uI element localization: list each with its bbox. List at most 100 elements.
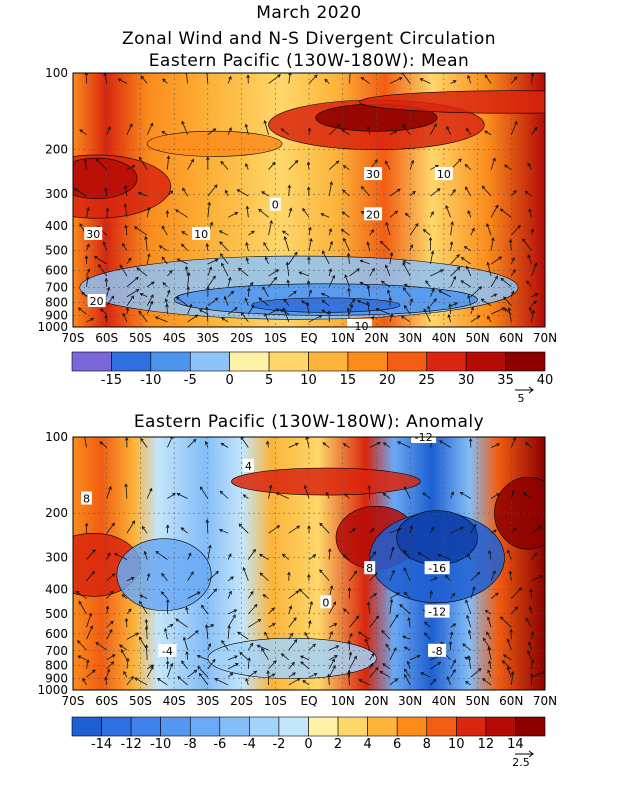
contour-label: -8 — [432, 645, 443, 658]
wind-arrow — [161, 226, 168, 236]
wind-arrow — [219, 491, 229, 499]
wind-arrow-head — [218, 230, 223, 234]
wind-arrow — [409, 160, 414, 170]
wind-arrow-head — [342, 165, 347, 169]
wind-arrow-head — [213, 184, 218, 189]
wind-arrow — [349, 299, 355, 307]
wind-arrow — [288, 678, 301, 686]
wind-arrow-head — [144, 235, 148, 240]
wind-arrow-head — [465, 186, 469, 191]
wind-arrow-head — [425, 280, 429, 284]
wind-arrow — [484, 74, 492, 84]
wind-arrow — [510, 121, 518, 135]
wind-arrow-head — [308, 226, 312, 231]
wind-arrow-head — [486, 223, 490, 227]
wind-arrow — [125, 225, 128, 236]
wind-arrow-head — [83, 433, 86, 436]
wind-arrow — [367, 242, 371, 251]
wind-arrow — [207, 202, 210, 218]
wind-arrow-head — [397, 441, 401, 445]
colorbar-label: -2 — [272, 737, 285, 752]
wind-arrow-head — [533, 552, 537, 557]
wind-arrow — [404, 668, 411, 678]
wind-arrow-head — [165, 524, 170, 529]
wind-arrow — [227, 291, 234, 298]
wind-arrow-head — [141, 525, 146, 530]
wind-arrow — [126, 658, 129, 669]
wind-arrow-head — [206, 285, 210, 290]
wind-arrow-head — [175, 296, 180, 301]
wind-arrow-head — [467, 294, 471, 299]
wind-arrow-head — [391, 546, 395, 551]
wind-arrow-head — [394, 678, 399, 682]
wind-arrow — [423, 229, 431, 236]
wind-arrow — [207, 266, 212, 277]
wind-arrow-head — [403, 304, 408, 309]
colorbar-swatch — [278, 716, 309, 737]
wind-arrow — [86, 669, 96, 678]
wind-arrow-head — [328, 228, 333, 232]
wind-arrow — [288, 290, 297, 298]
wind-arrow — [328, 241, 333, 251]
wind-arrow-head — [329, 181, 333, 185]
wind-arrow — [385, 643, 391, 651]
wind-arrow — [328, 548, 331, 560]
wind-arrow-head — [110, 661, 115, 665]
wind-arrow-head — [149, 487, 153, 492]
wind-arrow-head — [524, 190, 529, 195]
wind-arrow-head — [366, 285, 371, 289]
wind-arrow — [206, 519, 209, 534]
wind-arrow-head — [341, 129, 345, 133]
wind-arrow-head — [525, 617, 529, 622]
wind-arrow — [361, 186, 370, 197]
wind-arrow — [248, 670, 257, 678]
wind-arrow — [450, 669, 456, 678]
wind-arrow — [531, 553, 537, 560]
wind-arrow-head — [333, 623, 338, 627]
colorbar-swatch — [189, 716, 221, 737]
wind-arrow — [243, 567, 249, 581]
wind-arrow — [510, 269, 516, 277]
wind-arrow — [446, 126, 451, 135]
wind-arrow — [430, 679, 436, 686]
x-tick-label: 50N — [465, 694, 489, 708]
colorbar-swatch — [111, 351, 152, 372]
wind-arrow — [257, 645, 269, 651]
wind-arrow-head — [399, 603, 403, 608]
y-tick-label: 700 — [45, 281, 68, 295]
wind-arrow-head — [124, 617, 129, 622]
wind-arrow — [430, 298, 437, 307]
wind-arrow — [100, 308, 107, 315]
wind-arrow — [167, 270, 173, 277]
wind-arrow — [470, 572, 480, 582]
wind-arrow-head — [467, 210, 471, 214]
wind-arrow-head — [122, 312, 126, 317]
wind-arrow-head — [449, 631, 454, 636]
wind-arrow-head — [205, 306, 209, 310]
colorbar-label: 12 — [478, 737, 495, 752]
wind-arrow-head — [150, 281, 155, 285]
wind-arrow — [402, 124, 411, 135]
wind-arrow-head — [288, 605, 293, 610]
wind-arrow-head — [381, 629, 385, 634]
wind-arrow — [369, 551, 376, 560]
wind-arrow — [187, 669, 197, 678]
plot-frame — [72, 436, 546, 691]
wind-arrow-head — [322, 250, 326, 255]
wind-arrow-head — [221, 639, 225, 644]
wind-arrow-head — [402, 260, 407, 264]
wind-arrow — [487, 669, 492, 678]
wind-arrow — [439, 440, 451, 448]
wind-arrow — [262, 286, 269, 297]
wind-arrow-head — [486, 261, 490, 266]
wind-arrow — [118, 78, 128, 84]
wind-arrow-head — [403, 646, 408, 650]
wind-arrow-head — [386, 289, 391, 294]
wind-arrow-head — [99, 441, 104, 445]
wind-arrow-head — [464, 164, 469, 168]
wind-arrow-head — [91, 669, 96, 673]
wind-arrow — [430, 188, 441, 197]
wind-arrow-head — [149, 122, 154, 127]
wind-arrow — [307, 162, 310, 170]
wind-arrow-head — [299, 655, 304, 659]
